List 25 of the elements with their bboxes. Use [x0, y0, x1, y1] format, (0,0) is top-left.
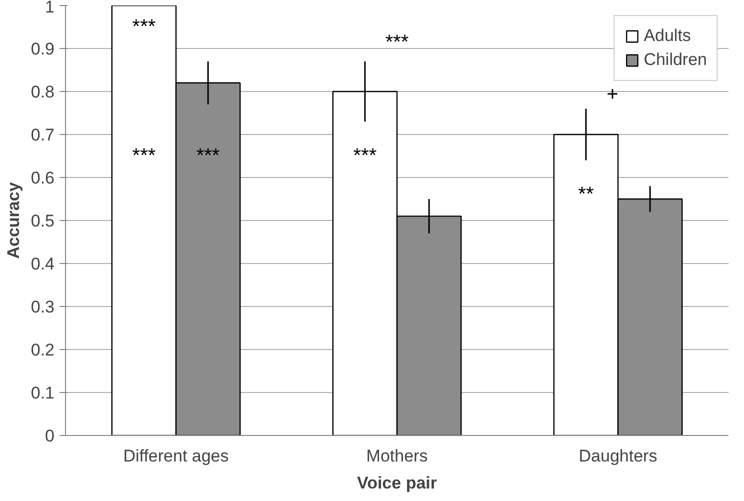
annotation: ** [578, 184, 594, 206]
y-tick-label: 0.9 [30, 40, 55, 58]
y-tick-label: 0.8 [30, 82, 55, 102]
y-tick-label: 0.2 [30, 340, 55, 360]
y-tick-label: 0.3 [30, 298, 55, 316]
legend-label: Children [644, 50, 707, 70]
x-tick-label: Daughters [578, 446, 658, 466]
y-tick-label: 0.7 [30, 126, 55, 144]
annotation: *** [196, 145, 220, 167]
legend-label: Adults [644, 26, 691, 46]
y-tick-label: 0.1 [30, 384, 55, 402]
x-axis-title: Voice pair [357, 474, 438, 492]
y-tick-label: 0.5 [30, 212, 55, 230]
annotation: + [606, 84, 618, 106]
y-tick-label: 0.6 [30, 168, 55, 188]
annotation: *** [385, 31, 409, 54]
y-axis-title: Accuracy [4, 182, 23, 259]
annotation: *** [132, 145, 156, 167]
annotation: *** [132, 16, 156, 38]
x-tick-label: Different ages [123, 446, 229, 466]
x-tick-label: Mothers [366, 446, 428, 466]
y-tick-label: 0.4 [30, 254, 55, 274]
y-tick-label: 1 [45, 0, 55, 16]
annotation: *** [353, 145, 377, 167]
y-tick-label: 0 [45, 426, 55, 446]
